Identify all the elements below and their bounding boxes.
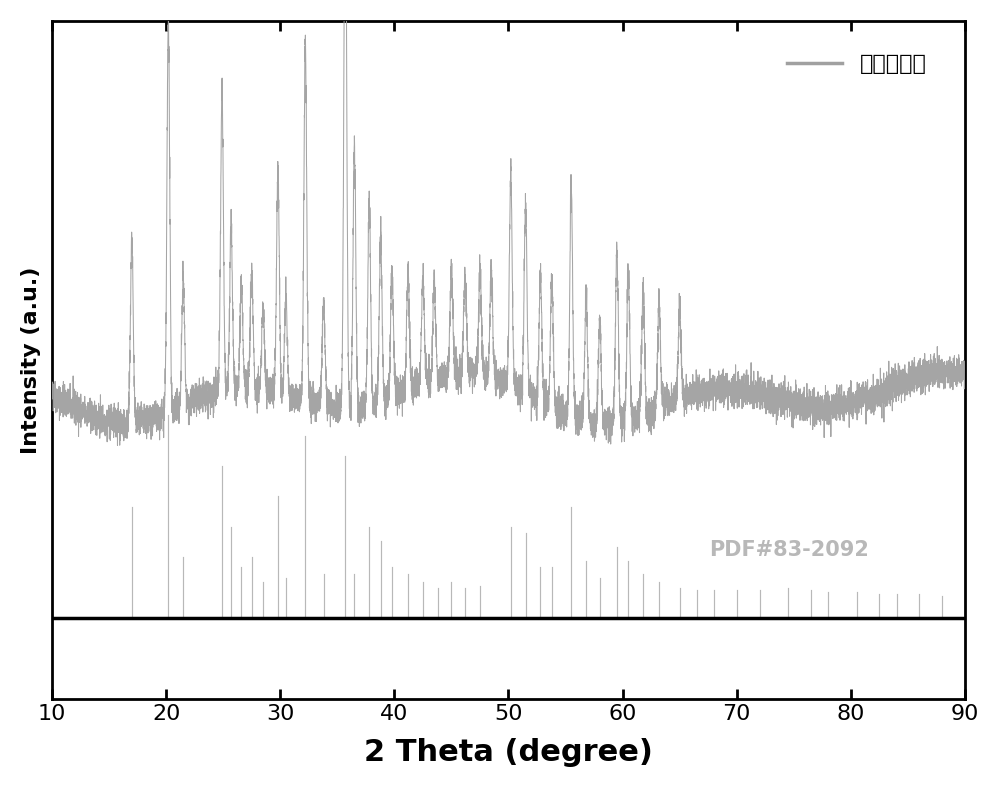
X-axis label: 2 Theta (degree): 2 Theta (degree) <box>364 738 653 768</box>
Legend: 磷酸铁锶锂: 磷酸铁锶锂 <box>778 46 936 84</box>
Text: PDF#83-2092: PDF#83-2092 <box>709 540 869 560</box>
Y-axis label: Intensity (a.u.): Intensity (a.u.) <box>21 266 41 454</box>
